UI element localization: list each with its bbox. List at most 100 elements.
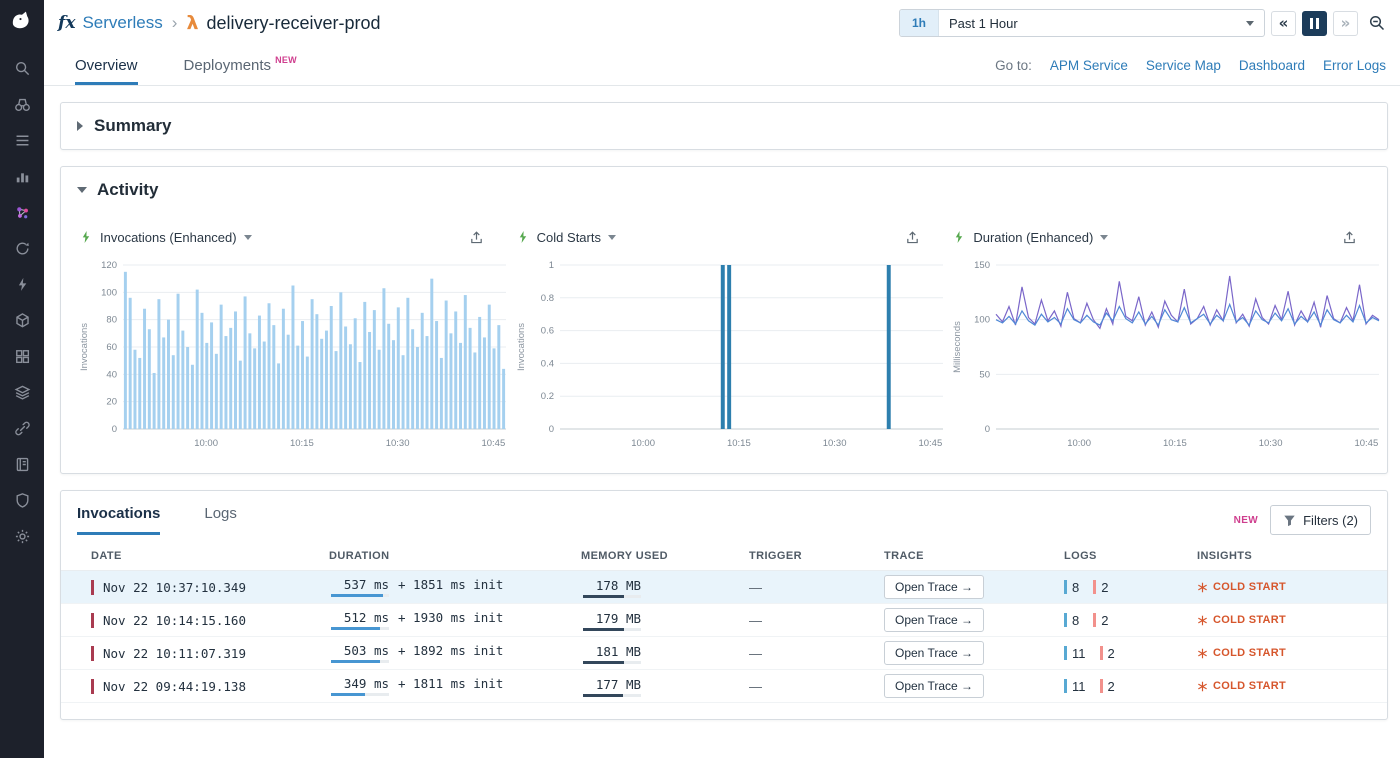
svg-text:10:45: 10:45 (1355, 438, 1379, 449)
summary-panel-header[interactable]: Summary (61, 103, 1387, 149)
sidebar-item-settings[interactable] (13, 527, 31, 545)
time-skip-forward-button[interactable]: » (1333, 10, 1358, 36)
memory-metric: 178 MB (581, 578, 641, 598)
goto-apm-service-link[interactable]: APM Service (1049, 58, 1128, 73)
date-cell: Nov 22 10:11:07.319 (91, 645, 329, 661)
trace-cell: Open Trace → (884, 641, 1064, 665)
tab-deployments[interactable]: Deployments NEW (184, 46, 297, 85)
sidebar-item-integrations[interactable] (13, 419, 31, 437)
export-chart-button[interactable] (1342, 230, 1357, 245)
duration-chart-plot[interactable]: 0 50 100 150 Milliseconds 10:00 10:15 10:30 10:4… (950, 257, 1380, 455)
logs-error-bar (1093, 580, 1097, 594)
filters-button[interactable]: Filters (2) (1270, 505, 1371, 535)
top-bar: fx Serverless › λ delivery-receiver-prod… (44, 0, 1400, 46)
chart-title[interactable]: Duration (Enhanced) (973, 229, 1094, 245)
sidebar-item-watchdog[interactable] (13, 95, 31, 113)
trigger-value: — (749, 612, 762, 628)
sidebar-item-security[interactable] (13, 491, 31, 509)
trigger-value: — (749, 579, 762, 595)
search-icon (15, 61, 29, 75)
time-pause-button[interactable] (1302, 10, 1327, 36)
export-chart-button[interactable] (469, 230, 484, 245)
svg-text:10:15: 10:15 (727, 438, 751, 449)
svg-text:10:30: 10:30 (386, 438, 410, 449)
chevron-down-icon[interactable] (607, 234, 616, 240)
time-range-picker[interactable]: 1h Past 1 Hour (899, 9, 1265, 37)
sidebar-item-apm[interactable] (13, 311, 31, 329)
table-row[interactable]: Nov 22 09:44:19.138 349 ms + 1811 ms ini… (61, 670, 1387, 703)
duration-init: + 1930 ms init (398, 610, 504, 625)
list-icon (16, 135, 28, 145)
tab-invocations[interactable]: Invocations (77, 505, 160, 535)
tab-logs[interactable]: Logs (204, 505, 237, 522)
memory-value: 177 MB (595, 676, 641, 692)
open-trace-button[interactable]: Open Trace → (884, 641, 985, 665)
sidebar-item-metrics[interactable] (13, 167, 31, 185)
sidebar-item-infrastructure[interactable] (13, 383, 31, 401)
activity-panel-header[interactable]: Activity (61, 167, 1387, 213)
time-skip-back-button[interactable]: « (1271, 10, 1296, 36)
chevron-down-icon (77, 187, 87, 193)
table-row[interactable]: Nov 22 10:11:07.319 503 ms + 1892 ms ini… (61, 637, 1387, 670)
chart-title[interactable]: Invocations (Enhanced) (100, 229, 237, 245)
duration-metric: 503 ms (329, 643, 389, 663)
duration-bar-fill (331, 693, 365, 696)
sidebar-item-notebooks[interactable] (13, 455, 31, 473)
logs-info-bar (1064, 646, 1067, 660)
cold-starts-chart-plot[interactable]: 0 0.2 0.4 0.6 0.8 1 Invocations 10:00 10:15 10:30… (514, 257, 943, 455)
breadcrumb-serverless-link[interactable]: Serverless (82, 13, 163, 32)
open-trace-button-label: Open Trace → (895, 679, 974, 693)
goto-service-map-link[interactable]: Service Map (1145, 58, 1221, 73)
breadcrumb-chevron-icon: › (171, 13, 178, 32)
chevron-down-icon[interactable] (243, 234, 252, 240)
sidebar-item-synthetics[interactable] (13, 239, 31, 257)
sidebar-item-search[interactable] (13, 59, 31, 77)
goto-dashboard-link[interactable]: Dashboard (1238, 58, 1305, 73)
logs-error-bar (1099, 679, 1103, 693)
lambda-icon: λ (186, 12, 199, 34)
chevron-down-icon[interactable] (1100, 234, 1109, 240)
datadog-logo[interactable] (9, 8, 35, 39)
memory-bar-fill (583, 660, 625, 664)
sidebar-item-service-map[interactable] (13, 203, 31, 221)
insight-badge: COLD START (1197, 581, 1371, 593)
open-trace-button[interactable]: Open Trace → (884, 674, 985, 698)
invocations-chart-plot[interactable]: 0 20 40 60 80 100 120 Invocations 10:00 10:15 10:3… (77, 257, 506, 455)
open-trace-button[interactable]: Open Trace → (884, 608, 985, 632)
trigger-value: — (749, 645, 762, 661)
invocations-chart-header: Invocations (Enhanced) (77, 225, 498, 249)
table-row[interactable]: Nov 22 10:14:15.160 512 ms + 1930 ms ini… (61, 604, 1387, 637)
sidebar-item-serverless[interactable] (13, 275, 31, 293)
duration-bar-fill (331, 594, 384, 597)
activity-charts: Invocations (Enhanced) 0 20 40 60 80 100 120 In… (61, 213, 1387, 473)
duration-value: 537 ms (343, 577, 389, 592)
duration-cell: 512 ms + 1930 ms init (329, 610, 581, 630)
notebook-icon (16, 457, 28, 471)
zoom-selection-button[interactable] (1368, 14, 1386, 32)
pause-icon (1310, 17, 1313, 29)
logs-info-count: 8 (1072, 612, 1080, 628)
row-date: Nov 22 10:14:15.160 (103, 612, 246, 628)
column-header-memory: MEMORY USED (581, 549, 668, 562)
datadog-dog-icon (12, 11, 29, 29)
invocations-table-body: Nov 22 10:37:10.349 537 ms + 1851 ms ini… (61, 571, 1387, 703)
date-cell: Nov 22 10:37:10.349 (91, 579, 329, 595)
goto-error-logs-link[interactable]: Error Logs (1322, 58, 1386, 73)
svg-text:10:00: 10:00 (1068, 438, 1092, 449)
open-trace-button[interactable]: Open Trace → (884, 575, 985, 599)
chart-title[interactable]: Cold Starts (536, 229, 601, 245)
export-chart-button[interactable] (905, 230, 920, 245)
date-cell: Nov 22 09:44:19.138 (91, 678, 329, 694)
severity-bar (91, 579, 94, 595)
column-header-insights: INSIGHTS (1197, 549, 1253, 562)
sidebar-item-dashboards[interactable] (13, 347, 31, 365)
cold-start-snowflake-icon (1198, 681, 1207, 691)
sidebar-item-logs[interactable] (13, 131, 31, 149)
filters-button-label: Filters (2) (1303, 512, 1358, 528)
time-range-chip: 1h (900, 10, 940, 36)
column-header-duration: DURATION (329, 549, 390, 562)
tab-overview[interactable]: Overview (75, 46, 138, 85)
row-date: Nov 22 10:11:07.319 (103, 645, 246, 661)
table-row[interactable]: Nov 22 10:37:10.349 537 ms + 1851 ms ini… (61, 571, 1387, 604)
duration-bar-track (331, 660, 389, 663)
